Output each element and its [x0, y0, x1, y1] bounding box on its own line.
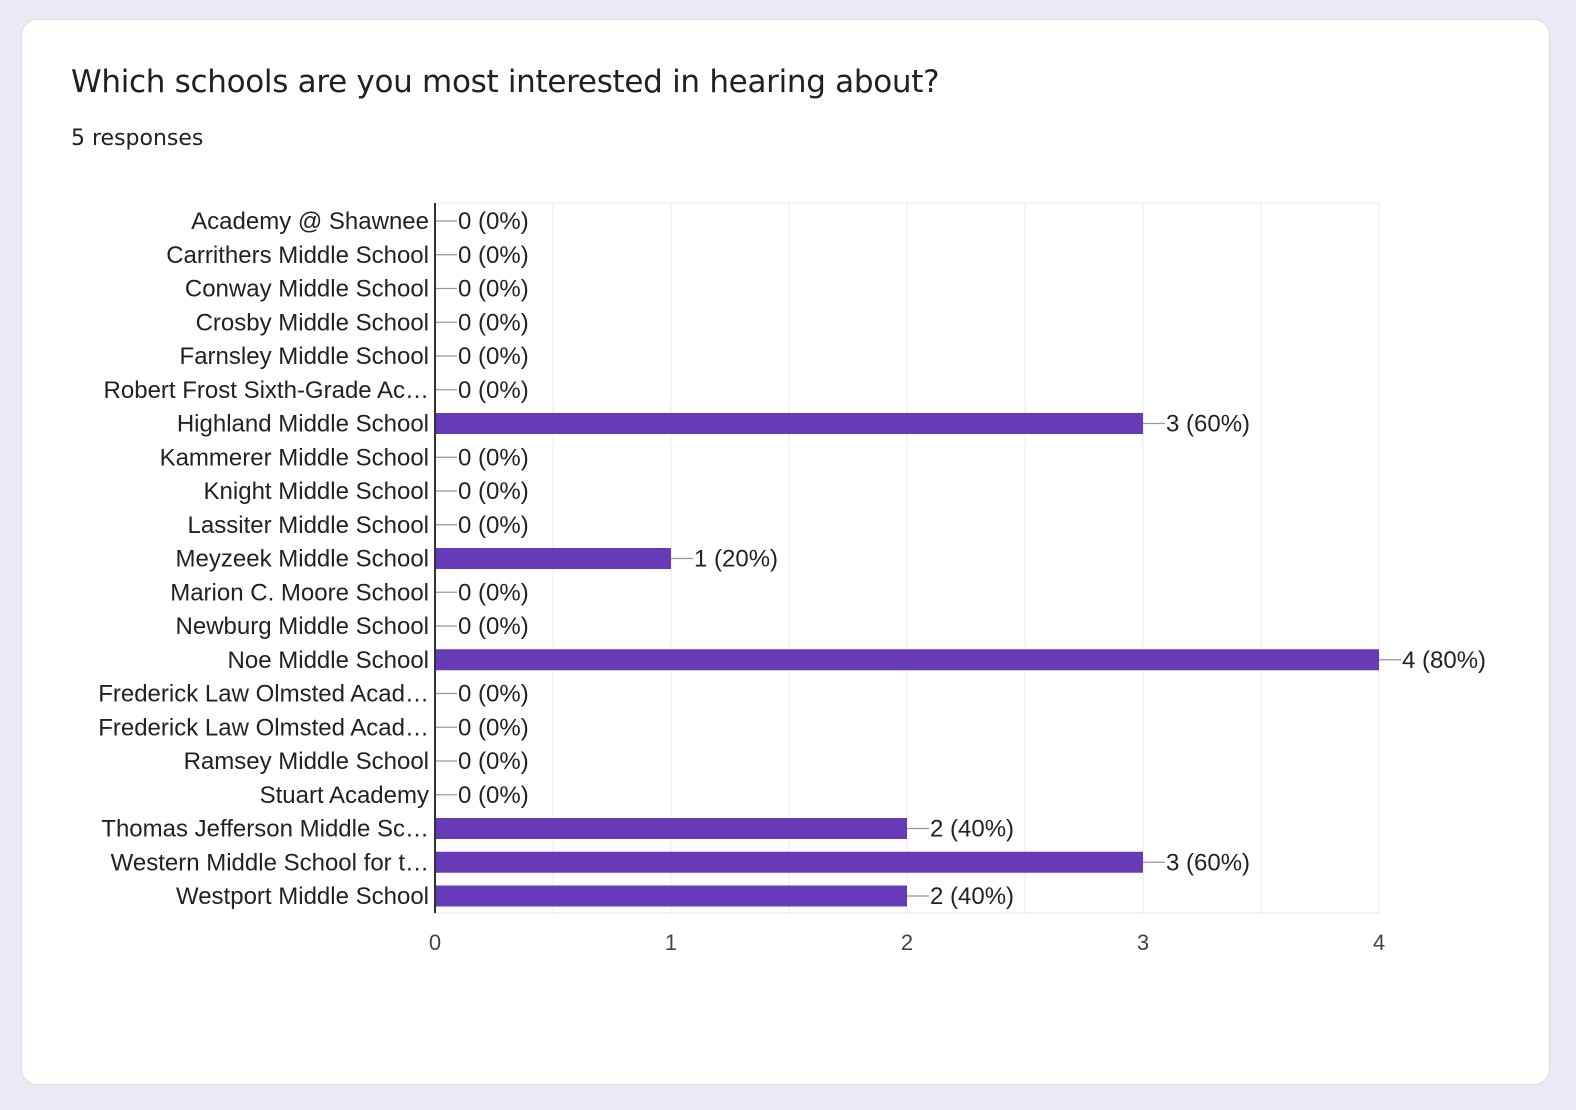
- category-label: Thomas Jefferson Middle Sc…: [101, 816, 429, 843]
- data-label: 0 (0%): [458, 681, 529, 708]
- category-label: Robert Frost Sixth-Grade Ac…: [104, 377, 429, 404]
- category-label: Farnsley Middle School: [180, 343, 429, 370]
- category-label: Knight Middle School: [204, 478, 429, 505]
- data-label: 0 (0%): [458, 579, 529, 606]
- category-label: Marion C. Moore School: [170, 579, 429, 606]
- question-card: Which schools are you most interested in…: [21, 19, 1550, 1085]
- data-label: 4 (80%): [1402, 647, 1486, 674]
- category-label: Westport Middle School: [176, 883, 429, 910]
- x-tick-label: 0: [429, 930, 441, 955]
- category-label: Lassiter Middle School: [188, 512, 429, 539]
- data-label: 0 (0%): [458, 309, 529, 336]
- x-tick-label: 1: [665, 930, 677, 955]
- question-title: Which schools are you most interested in…: [71, 64, 940, 100]
- data-label: 3 (60%): [1166, 849, 1250, 876]
- data-label: 0 (0%): [458, 613, 529, 640]
- bar: [435, 885, 907, 907]
- x-tick-label: 4: [1373, 930, 1385, 955]
- category-label: Conway Middle School: [185, 276, 429, 303]
- category-label: Frederick Law Olmsted Acad…: [98, 714, 429, 741]
- category-label: Crosby Middle School: [196, 309, 429, 336]
- category-label: Academy @ Shawnee: [191, 208, 429, 235]
- response-count: 5 responses: [71, 126, 204, 151]
- category-label: Kammerer Middle School: [160, 444, 429, 471]
- category-label: Noe Middle School: [228, 647, 429, 674]
- data-label: 0 (0%): [458, 782, 529, 809]
- category-label: Frederick Law Olmsted Acad…: [98, 681, 429, 708]
- data-label: 3 (60%): [1166, 411, 1250, 438]
- bar: [435, 548, 671, 569]
- bar: [435, 818, 907, 839]
- data-label: 0 (0%): [458, 242, 529, 269]
- data-label: 1 (20%): [694, 546, 778, 573]
- bar: [435, 851, 1143, 873]
- data-label: 0 (0%): [458, 276, 529, 303]
- data-label: 0 (0%): [458, 748, 529, 775]
- category-label: Ramsey Middle School: [184, 748, 429, 775]
- bar: [435, 413, 1143, 434]
- data-label: 0 (0%): [458, 444, 529, 471]
- category-label: Newburg Middle School: [176, 613, 429, 640]
- category-label: Meyzeek Middle School: [176, 546, 429, 573]
- data-label: 0 (0%): [458, 478, 529, 505]
- category-label: Highland Middle School: [177, 411, 429, 438]
- category-label: Carrithers Middle School: [166, 242, 429, 269]
- x-tick-label: 2: [901, 930, 913, 955]
- category-label: Stuart Academy: [260, 782, 429, 809]
- category-label: Western Middle School for t…: [111, 849, 429, 876]
- x-tick-label: 3: [1137, 930, 1149, 955]
- data-label: 0 (0%): [458, 208, 529, 235]
- data-label: 0 (0%): [458, 512, 529, 539]
- data-label: 0 (0%): [458, 343, 529, 370]
- data-label: 2 (40%): [930, 883, 1014, 910]
- bar: [435, 649, 1379, 671]
- data-label: 2 (40%): [930, 816, 1014, 843]
- data-label: 0 (0%): [458, 714, 529, 741]
- data-label: 0 (0%): [458, 377, 529, 404]
